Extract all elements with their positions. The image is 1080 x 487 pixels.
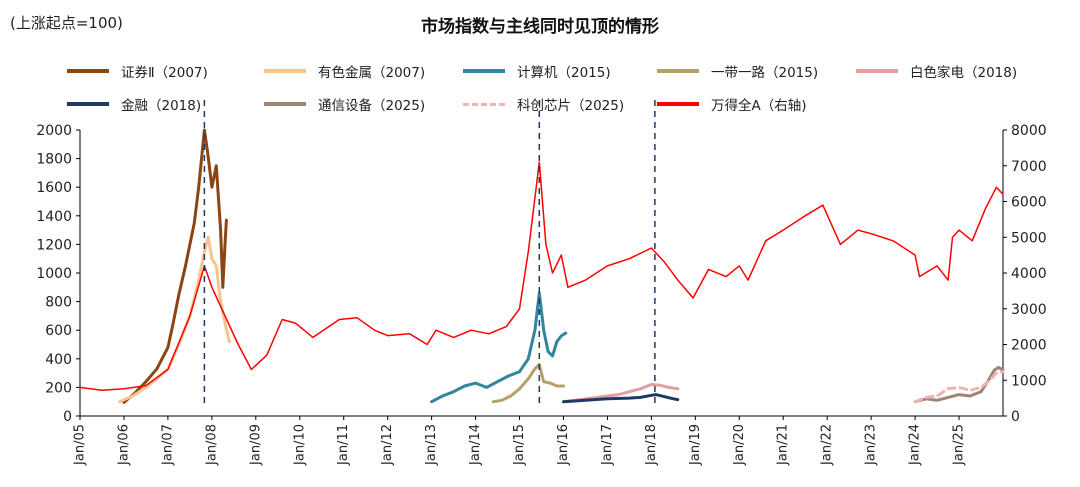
x-tick-label: Jan/18 [644,424,659,466]
y-right-tick-label: 2000 [1011,338,1047,354]
legend-label: 通信设备（2025) [318,98,426,114]
x-tick-label: Jan/16 [556,424,571,466]
x-tick-label: Jan/20 [732,424,747,466]
series-line-1 [118,235,231,404]
x-tick-label: Jan/25 [952,424,967,466]
legend-label: 万得全A（右轴) [711,98,807,114]
y-left-tick-label: 600 [45,323,72,339]
x-tick-label: Jan/09 [248,424,263,466]
x-tick-label: Jan/12 [380,424,395,466]
y-right-tick-label: 3000 [1011,302,1047,318]
y-right-tick-label: 5000 [1011,230,1047,246]
x-tick-label: Jan/14 [468,424,483,466]
x-tick-label: Jan/08 [204,424,219,466]
legend-swatch [657,69,699,73]
y-left-tick-label: 0 [63,409,72,425]
legend-swatch [856,69,898,73]
legend-swatch [657,102,699,106]
legend-swatch [463,102,505,106]
series-line-3 [491,363,565,404]
axis-unit-note: (上涨起点=100) [10,14,123,32]
legend-item: 白色家电（2018) [856,62,1018,81]
x-tick-label: Jan/07 [160,424,175,466]
legend-label: 科创芯片（2025) [517,98,625,114]
x-tick-label: Jan/06 [116,424,131,466]
x-tick-label: Jan/11 [336,424,351,466]
legend-item: 科创芯片（2025) [463,95,625,114]
y-left-tick-label: 1600 [36,180,72,196]
legend-item: 计算机（2015) [463,62,611,81]
legend-item: 金融（2018) [67,95,202,114]
x-tick-label: Jan/22 [820,424,835,466]
legend-swatch [463,69,505,73]
legend-label: 有色金属（2007) [318,65,426,81]
series-line-5 [562,393,680,404]
series-line-0 [122,128,228,404]
legend-item: 证券Ⅱ（2007) [67,62,208,81]
x-tick-label: Jan/19 [688,424,703,466]
x-tick-label: Jan/13 [424,424,439,466]
y-right-tick-label: 8000 [1011,123,1047,139]
y-left-tick-label: 1200 [36,237,72,253]
legend-label: 计算机（2015) [517,65,611,81]
legend-label: 白色家电（2018) [910,65,1018,81]
chart-title: 市场指数与主线同时见顶的情形 [421,17,659,37]
y-left-tick-label: 200 [45,380,72,396]
legend-item: 万得全A（右轴) [657,95,807,114]
x-tick-label: Jan/21 [776,424,791,466]
y-left-tick-label: 1400 [36,209,72,225]
x-tick-label: Jan/24 [908,424,923,466]
x-tick-label: Jan/17 [600,424,615,466]
series-line-8 [79,161,1004,392]
y-right-tick-label: 1000 [1011,373,1047,389]
x-tick-label: Jan/10 [292,424,307,466]
series-line-2 [430,291,568,404]
legend-item: 有色金属（2007) [264,62,426,81]
y-left-tick-label: 1000 [36,266,72,282]
series-line-7 [913,370,1005,404]
legend-swatch [67,69,109,73]
y-left-tick-label: 2000 [36,123,72,139]
legend-label: 金融（2018) [121,98,202,114]
legend-item: 通信设备（2025) [264,95,426,114]
y-left-tick-label: 400 [45,352,72,368]
legend-swatch [264,102,306,106]
y-right-tick-label: 0 [1011,409,1020,425]
x-tick-label: Jan/23 [864,424,879,466]
legend-item: 一带一路（2015) [657,62,819,81]
series-line-4 [562,383,680,404]
x-tick-label: Jan/05 [73,424,88,466]
legend-swatch [67,102,109,106]
legend-label: 一带一路（2015) [711,65,819,81]
y-left-tick-label: 1800 [36,152,72,168]
legend-label: 证券Ⅱ（2007) [121,65,208,81]
legend-swatch [264,69,306,73]
y-left-tick-label: 800 [45,295,72,311]
x-tick-label: Jan/15 [512,424,527,466]
y-right-tick-label: 4000 [1011,266,1047,282]
series-line-6 [913,365,1005,404]
y-right-tick-label: 6000 [1011,195,1047,211]
y-right-tick-label: 7000 [1011,159,1047,175]
